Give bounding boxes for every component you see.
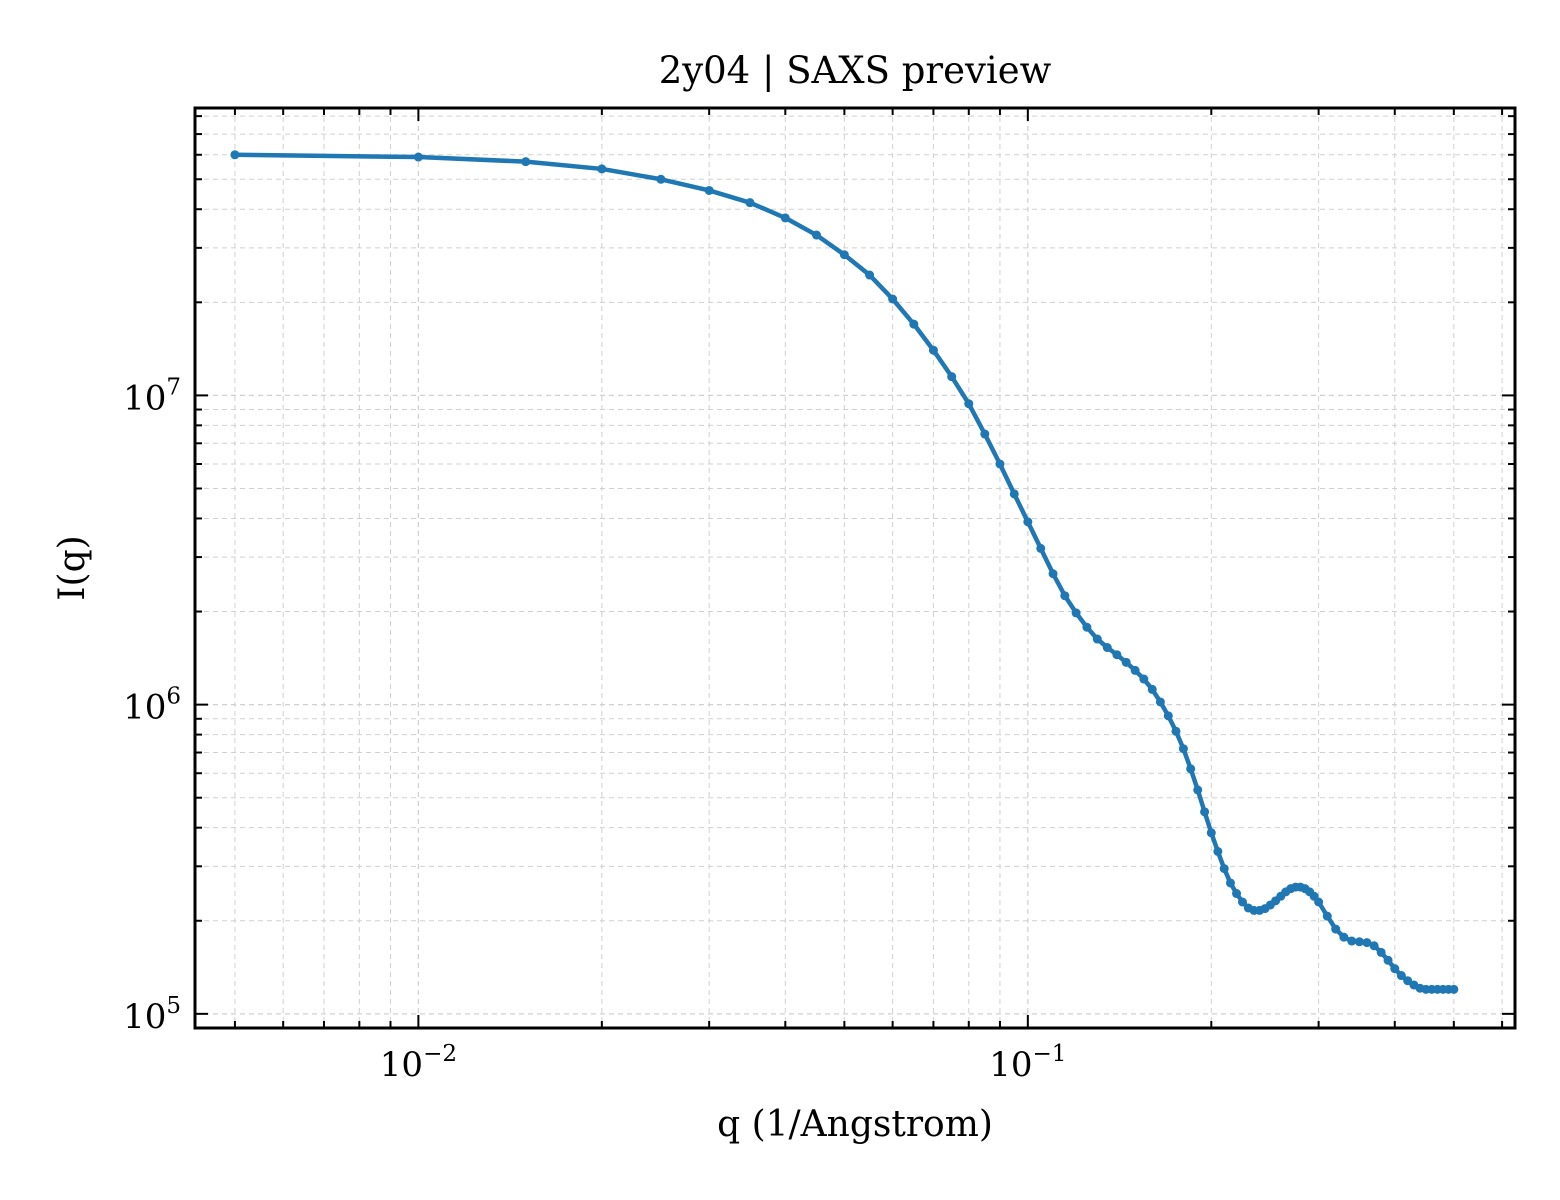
x-tick-label: 10−2	[380, 1041, 457, 1085]
data-point	[1023, 517, 1033, 527]
x-tick-label: 10−1	[989, 1041, 1066, 1085]
data-point	[1331, 924, 1341, 934]
x-axis-title: q (1/Angstrom)	[717, 1104, 993, 1145]
y-axis-title: I(q)	[52, 535, 93, 600]
data-point	[1396, 971, 1406, 981]
data-point	[1130, 665, 1140, 675]
data-point	[1390, 964, 1400, 974]
data-point	[1354, 937, 1364, 947]
data-point	[413, 152, 423, 162]
data-point	[947, 372, 957, 382]
data-point	[1009, 489, 1019, 499]
data-point	[1147, 684, 1157, 694]
data-point	[1036, 543, 1046, 553]
data-point	[704, 185, 714, 195]
axis-ticks	[195, 108, 1515, 1029]
data-point	[1193, 785, 1203, 795]
data-point	[1102, 643, 1112, 653]
data-point	[1213, 846, 1223, 856]
y-tick-label: 105	[123, 993, 181, 1037]
data-point	[1232, 889, 1242, 899]
data-point	[230, 150, 240, 160]
data-point	[1092, 634, 1102, 644]
data-point	[1347, 936, 1357, 946]
data-point	[656, 174, 666, 184]
data-point	[811, 230, 821, 240]
data-point	[1060, 591, 1070, 601]
data-series	[230, 150, 1459, 994]
data-point	[1219, 864, 1229, 874]
chart-title: 2y04 | SAXS preview	[659, 49, 1052, 92]
data-point	[964, 399, 974, 409]
data-point	[888, 294, 898, 304]
grid-lines	[195, 108, 1515, 1029]
y-tick-label: 106	[123, 684, 181, 728]
data-point	[980, 429, 990, 439]
data-point	[1383, 955, 1393, 965]
data-point	[1071, 608, 1081, 618]
data-point	[865, 270, 875, 280]
data-point	[1186, 764, 1196, 774]
data-point	[1155, 697, 1165, 707]
data-point	[1171, 726, 1181, 736]
data-point	[1200, 807, 1210, 817]
data-point	[1376, 947, 1386, 957]
y-tick-label: 107	[123, 374, 181, 418]
data-point	[909, 319, 919, 329]
data-point	[928, 345, 938, 355]
data-point	[1339, 932, 1349, 942]
data-point	[1362, 938, 1372, 948]
data-point	[1178, 744, 1188, 754]
data-point	[1139, 674, 1149, 684]
data-point	[1112, 650, 1122, 660]
data-point	[1314, 897, 1324, 907]
data-point	[995, 459, 1005, 469]
data-point	[1163, 711, 1173, 721]
data-point	[597, 164, 607, 174]
data-point	[1048, 569, 1058, 579]
data-point	[1082, 622, 1092, 632]
data-point	[1225, 878, 1235, 888]
tick-labels: 10−2 10−1 105 106 107	[123, 374, 1066, 1085]
data-point	[1121, 657, 1131, 667]
data-point	[1449, 984, 1459, 994]
data-point	[1206, 828, 1216, 838]
data-point	[1369, 941, 1379, 951]
data-point	[521, 157, 531, 167]
data-point	[839, 250, 849, 260]
plot-frame	[193, 106, 1517, 1030]
data-point	[745, 198, 755, 208]
data-point	[1237, 897, 1247, 907]
data-point	[1322, 911, 1332, 921]
data-point	[780, 213, 790, 223]
